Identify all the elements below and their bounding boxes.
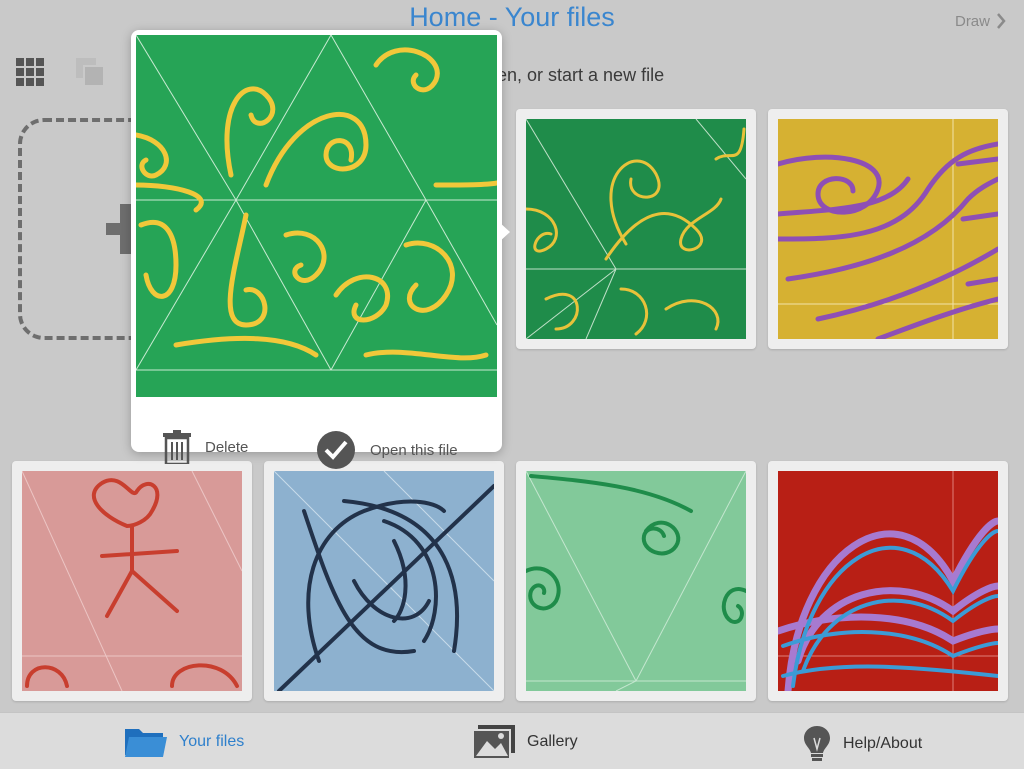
- open-file-button[interactable]: Open this file: [316, 430, 458, 470]
- checkmark-circle-icon: [317, 431, 355, 469]
- tab-label: Help/About: [843, 735, 923, 752]
- tab-label: Your files: [179, 733, 245, 750]
- file-preview-popover: Delete Open this file: [131, 30, 502, 469]
- trash-icon: [163, 430, 191, 464]
- grid-view-icon[interactable]: [16, 58, 44, 86]
- tab-help-about[interactable]: Help/About: [803, 725, 922, 763]
- draw-label: Draw: [954, 12, 990, 30]
- drawing-preview: [778, 119, 998, 339]
- drawing-preview: [274, 471, 494, 691]
- file-thumbnail[interactable]: [12, 461, 252, 701]
- drawing-preview: [526, 471, 746, 691]
- chevron-right-icon: [997, 13, 1006, 29]
- lightbulb-icon: [804, 726, 830, 761]
- page-title: Home - Your files: [409, 2, 615, 32]
- file-thumbnail[interactable]: [768, 109, 1008, 349]
- draw-button[interactable]: Draw: [955, 12, 1006, 30]
- folder-icon: [125, 729, 167, 757]
- file-thumbnail[interactable]: [264, 461, 504, 701]
- tab-bar: Your files Gallery Help/About: [0, 712, 1024, 769]
- delete-label: Delete: [205, 438, 249, 456]
- tab-gallery[interactable]: Gallery: [473, 725, 578, 759]
- instruction-text: en, or start a new file: [497, 65, 665, 85]
- file-thumbnail[interactable]: [768, 461, 1008, 701]
- open-file-label: Open this file: [370, 441, 458, 459]
- gallery-icon: [473, 725, 515, 759]
- file-thumbnail[interactable]: [516, 461, 756, 701]
- file-thumbnail[interactable]: [516, 109, 756, 349]
- drawing-preview: [778, 471, 998, 691]
- tab-your-files[interactable]: Your files: [125, 725, 244, 759]
- popover-arrow: [498, 221, 510, 243]
- tab-label: Gallery: [527, 733, 578, 750]
- drawing-preview: [22, 471, 242, 691]
- drawing-preview: [526, 119, 746, 339]
- delete-button[interactable]: Delete: [163, 430, 248, 464]
- large-drawing-preview: [136, 35, 497, 397]
- stack-view-icon[interactable]: [76, 58, 106, 88]
